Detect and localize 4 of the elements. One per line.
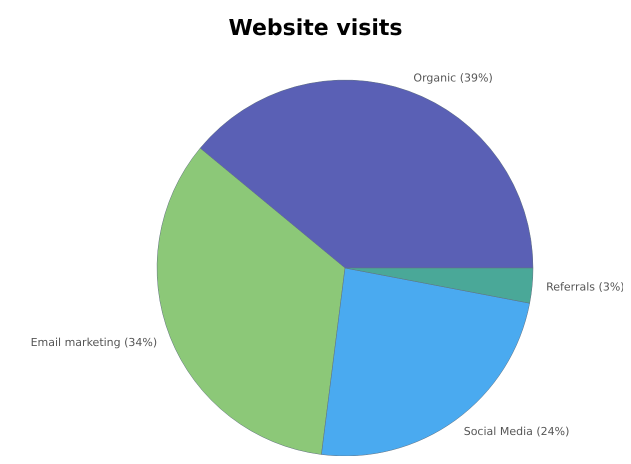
slice-label: Email marketing (34%)	[30, 336, 158, 349]
slice-label: Organic (39%)	[413, 71, 493, 84]
chart-title: Website visits	[227, 16, 404, 41]
slice-label: Social Media (24%)	[464, 424, 570, 438]
